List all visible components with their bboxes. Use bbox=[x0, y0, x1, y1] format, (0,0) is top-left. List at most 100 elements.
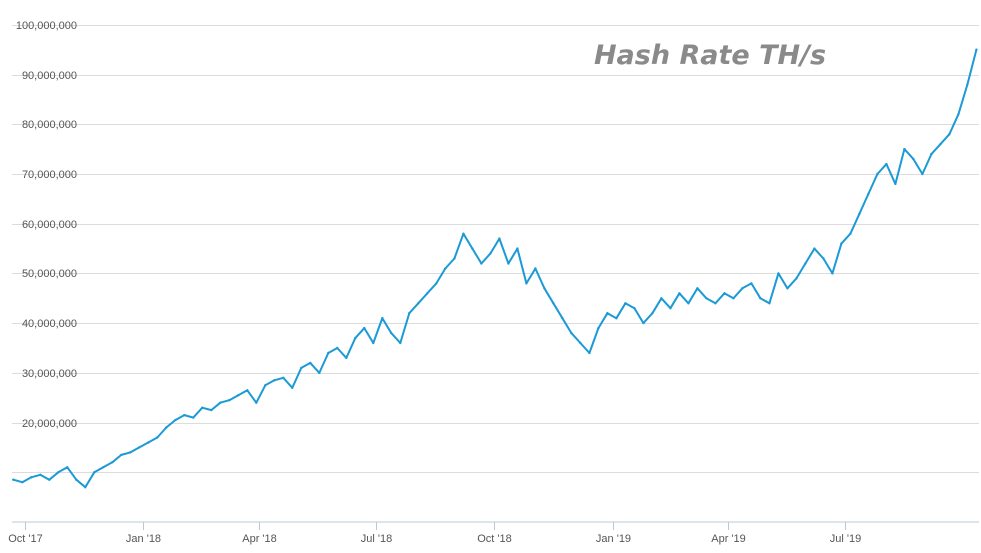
data-point bbox=[678, 292, 681, 295]
data-point bbox=[777, 272, 780, 275]
data-point bbox=[300, 366, 303, 370]
data-point bbox=[885, 162, 888, 166]
data-point bbox=[714, 302, 717, 305]
data-point bbox=[210, 408, 213, 412]
data-point bbox=[66, 466, 69, 469]
data-point bbox=[831, 272, 834, 275]
data-point bbox=[579, 341, 582, 345]
data-point bbox=[138, 446, 141, 449]
data-point bbox=[948, 133, 951, 136]
data-point bbox=[354, 336, 357, 340]
x-tick-label: Jan '19 bbox=[596, 533, 631, 545]
data-point bbox=[345, 356, 348, 360]
data-point bbox=[858, 212, 861, 215]
data-point bbox=[903, 147, 906, 151]
data-point bbox=[327, 351, 330, 355]
data-point bbox=[939, 143, 942, 146]
data-point bbox=[705, 297, 708, 300]
data-point bbox=[804, 262, 807, 265]
chart-title: Hash Rate TH/s bbox=[594, 40, 826, 71]
y-tick-label: 70,000,000 bbox=[22, 169, 77, 181]
y-tick-label: 80,000,000 bbox=[22, 119, 77, 131]
data-point bbox=[840, 242, 843, 245]
data-point bbox=[291, 386, 294, 389]
data-point bbox=[426, 292, 429, 295]
y-tick-label: 30,000,000 bbox=[22, 368, 77, 380]
data-point bbox=[876, 172, 879, 176]
data-point bbox=[849, 232, 852, 235]
data-point bbox=[444, 267, 447, 270]
x-tick-label: Jan '18 bbox=[126, 533, 161, 545]
data-point bbox=[966, 83, 969, 86]
data-point bbox=[462, 232, 465, 235]
x-tick-label: Oct '17 bbox=[8, 533, 43, 545]
data-point bbox=[633, 307, 636, 310]
y-tick-label: 20,000,000 bbox=[22, 418, 77, 430]
data-point bbox=[615, 317, 618, 320]
data-point bbox=[228, 399, 231, 402]
data-point bbox=[534, 267, 537, 270]
data-point bbox=[273, 379, 276, 382]
data-point bbox=[552, 302, 555, 305]
x-tick-label: Oct '18 bbox=[477, 533, 512, 545]
data-point bbox=[39, 473, 42, 476]
data-point bbox=[795, 277, 798, 280]
data-point bbox=[669, 307, 672, 310]
data-point bbox=[624, 302, 627, 305]
data-point bbox=[759, 297, 762, 300]
y-tick-label: 50,000,000 bbox=[22, 268, 77, 280]
x-axis-tick-labels: Oct '17 Jan '18 Apr '18 Jul '18 Oct '18 Jan '… bbox=[8, 533, 861, 545]
data-point bbox=[480, 262, 483, 265]
data-point bbox=[921, 172, 924, 176]
data-point bbox=[813, 247, 816, 250]
data-point bbox=[561, 317, 564, 320]
data-point bbox=[309, 361, 312, 365]
data-point bbox=[453, 257, 456, 260]
data-point bbox=[912, 157, 915, 161]
data-point bbox=[57, 471, 60, 474]
data-point bbox=[687, 302, 690, 305]
y-tick-label: 90,000,000 bbox=[22, 70, 77, 82]
data-point bbox=[543, 287, 546, 290]
data-point bbox=[390, 331, 393, 335]
data-point bbox=[165, 426, 168, 429]
data-point bbox=[336, 346, 339, 350]
data-point bbox=[786, 287, 789, 290]
data-point bbox=[192, 416, 195, 419]
data-point bbox=[660, 297, 663, 300]
data-point bbox=[489, 252, 492, 255]
data-point bbox=[435, 282, 438, 285]
data-point bbox=[237, 394, 240, 397]
data-point bbox=[525, 282, 528, 285]
data-point bbox=[156, 436, 159, 439]
data-point bbox=[201, 406, 204, 409]
data-point bbox=[48, 478, 51, 481]
data-point bbox=[651, 312, 654, 315]
x-tick-label: Jul '19 bbox=[830, 533, 861, 545]
data-point bbox=[93, 471, 96, 474]
data-point bbox=[606, 312, 609, 315]
data-point bbox=[381, 317, 384, 320]
data-point bbox=[498, 237, 501, 240]
data-point bbox=[372, 341, 375, 345]
data-point bbox=[282, 376, 285, 379]
x-axis bbox=[12, 521, 979, 530]
data-point bbox=[246, 389, 249, 392]
data-point bbox=[867, 192, 870, 196]
data-point bbox=[12, 478, 15, 481]
y-tick-label: 40,000,000 bbox=[22, 318, 77, 330]
data-point bbox=[588, 351, 591, 355]
data-point bbox=[597, 326, 600, 330]
data-point bbox=[732, 297, 735, 300]
data-point bbox=[642, 321, 645, 325]
data-point bbox=[21, 481, 24, 484]
grid-lines bbox=[12, 25, 979, 473]
data-point bbox=[129, 451, 132, 454]
data-point bbox=[975, 48, 978, 51]
y-tick-label: 60,000,000 bbox=[22, 219, 77, 231]
data-point bbox=[696, 287, 699, 290]
y-axis-tick-labels: 20,000,000 30,000,000 40,000,000 50,000,000… bbox=[16, 20, 77, 430]
data-point bbox=[147, 441, 150, 444]
data-point bbox=[219, 401, 222, 404]
data-point bbox=[930, 152, 933, 156]
